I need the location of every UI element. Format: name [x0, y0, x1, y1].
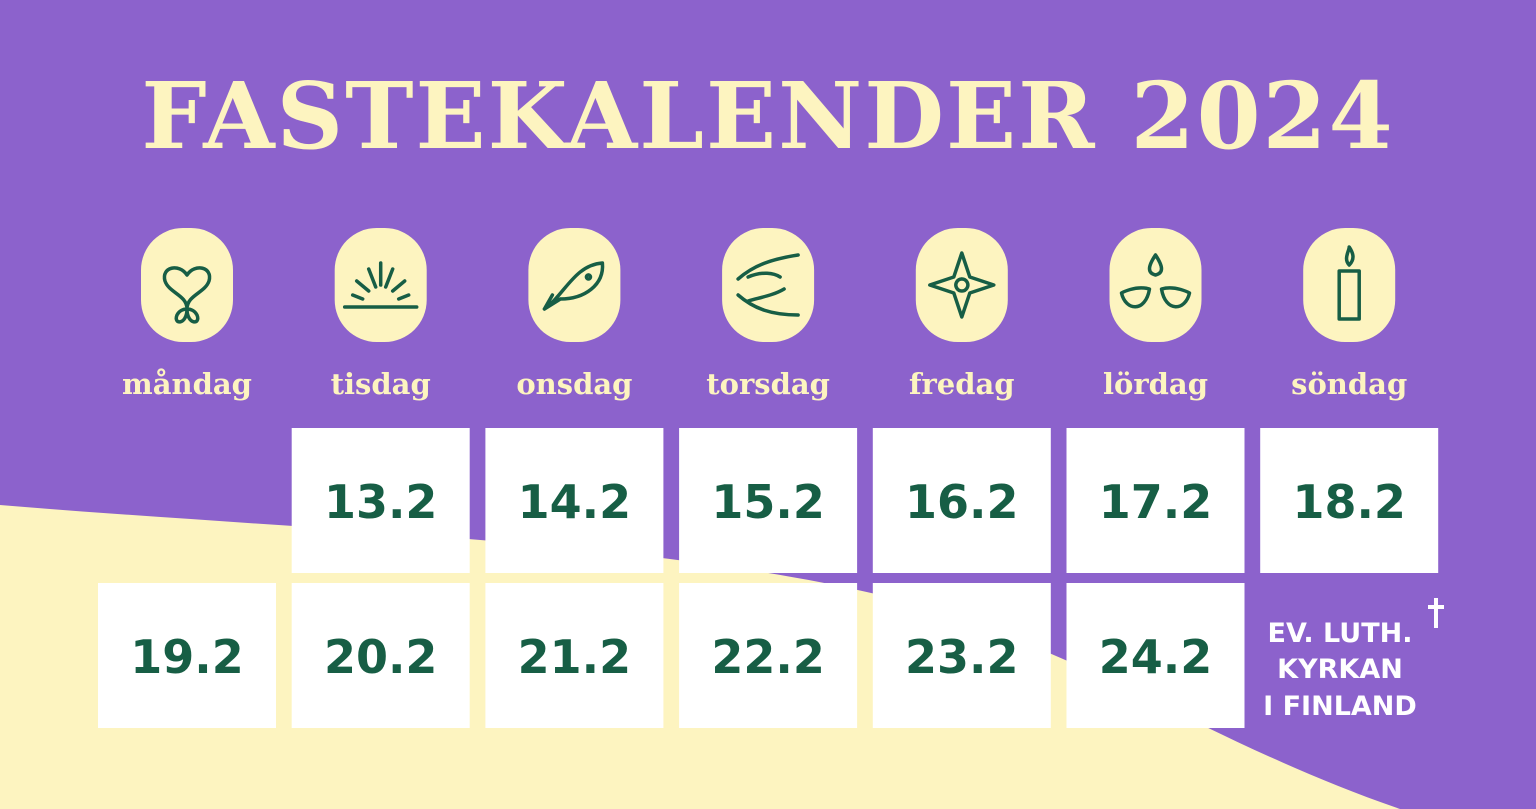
date-box	[872, 428, 1051, 573]
icon	[342, 261, 419, 309]
day-label: tisdag	[331, 367, 431, 401]
date-box	[1066, 583, 1245, 728]
date-label: 16.2	[905, 475, 1019, 529]
date-box	[485, 583, 664, 728]
day-label: lördag	[1103, 367, 1208, 401]
date-label: 17.2	[1099, 475, 1213, 529]
calendar: måndag tisdag onsdag torsdag fredag lördag sön…	[98, 228, 1439, 728]
day-label: onsdag	[516, 367, 632, 401]
date-box	[98, 583, 276, 728]
day-label: torsdag	[706, 367, 830, 401]
icon-badge	[722, 228, 815, 342]
logo-line: KYRKAN	[1277, 654, 1403, 685]
day-label: fredag	[909, 367, 1015, 401]
date-label: 20.2	[324, 630, 438, 684]
date-label: 21.2	[518, 630, 632, 684]
date-box	[1260, 428, 1439, 573]
date-box	[485, 428, 664, 573]
logo-line: I FINLAND	[1263, 691, 1417, 722]
date-label: 22.2	[711, 630, 825, 684]
title: FASTEKALENDER 2024	[141, 62, 1394, 170]
date-label: 18.2	[1292, 475, 1406, 529]
icon	[928, 251, 996, 319]
date-box	[679, 428, 858, 573]
date-box	[291, 428, 470, 573]
date-label: 13.2	[324, 475, 438, 529]
date-label: 19.2	[130, 630, 244, 684]
date-label: 14.2	[518, 475, 632, 529]
icon-badge	[141, 228, 233, 342]
date-label: 23.2	[905, 630, 1019, 684]
icon-badge	[1109, 228, 1202, 342]
logo: EV. LUTH. KYRKAN I FINLAND	[1263, 598, 1444, 722]
icon-badge	[915, 228, 1008, 342]
icon-badge	[528, 228, 621, 342]
date-box	[291, 583, 470, 728]
logo-line: EV. LUTH.	[1268, 618, 1413, 649]
icon	[1119, 253, 1192, 309]
date-box	[872, 583, 1051, 728]
date-label: 24.2	[1099, 630, 1213, 684]
icon-badge	[1303, 228, 1396, 342]
icon	[162, 266, 212, 324]
date-box	[679, 583, 858, 728]
day-label: måndag	[122, 367, 252, 401]
icon	[542, 261, 605, 311]
date-label: 15.2	[711, 475, 825, 529]
day-label: söndag	[1291, 367, 1407, 401]
icon	[736, 253, 800, 317]
icon	[1337, 245, 1361, 321]
date-box	[1066, 428, 1245, 573]
cross	[1428, 598, 1444, 628]
